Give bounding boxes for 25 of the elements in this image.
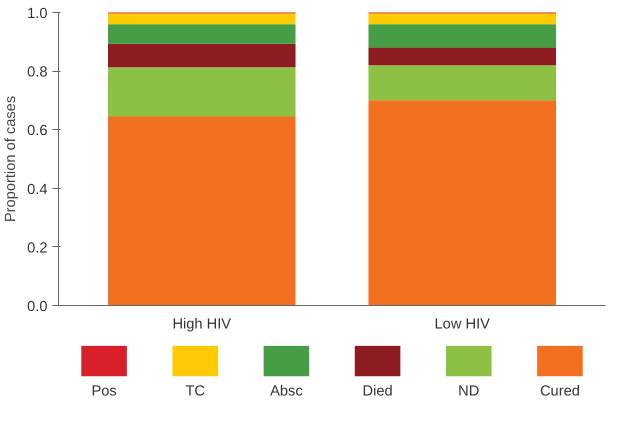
legend-label: Absc — [270, 384, 303, 400]
legend-label: Pos — [91, 384, 117, 400]
bar — [108, 44, 296, 68]
bar — [368, 13, 556, 24]
bar — [368, 100, 556, 306]
bar — [368, 65, 556, 100]
y-tick-label: 0.0 — [27, 299, 48, 315]
bar — [368, 48, 556, 66]
bar — [108, 13, 296, 24]
y-tick-label: 0.4 — [27, 182, 48, 198]
bar — [108, 24, 296, 44]
x-tick-label: High HIV — [172, 316, 232, 332]
y-tick-label: 0.2 — [27, 240, 48, 256]
bar — [368, 24, 556, 48]
y-tick-label: 0.6 — [27, 123, 48, 140]
x-tick-label: Low HIV — [434, 316, 490, 332]
y-tick-label: 1.0 — [27, 6, 48, 22]
y-tick-label: 0.8 — [27, 64, 48, 81]
legend-label: ND — [458, 384, 480, 400]
bar — [108, 67, 296, 117]
bar — [108, 116, 296, 306]
legend-label: Cured — [540, 384, 580, 400]
legend-label: Died — [362, 384, 393, 400]
legend-label: TC — [185, 384, 206, 400]
y-axis-title: Proportion of cases — [3, 96, 20, 222]
